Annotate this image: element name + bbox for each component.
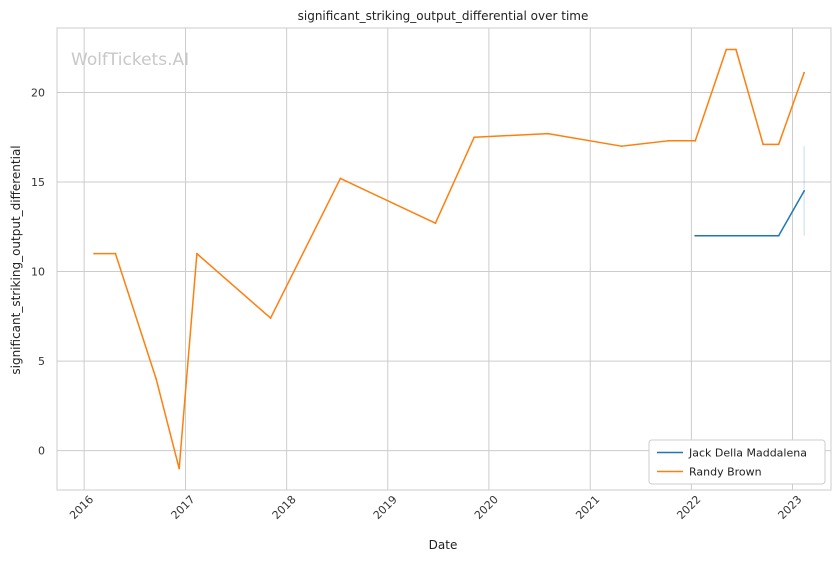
- x-tick-label-2020: 2020: [472, 493, 501, 522]
- data-point-randy-brown-13: [725, 48, 728, 51]
- data-point-randy-brown-5: [269, 317, 272, 319]
- x-tick-label-2023: 2023: [776, 493, 805, 522]
- chart-title: significant_striking_output_differential…: [298, 9, 589, 23]
- x-tick-label-2021: 2021: [573, 493, 602, 522]
- y-tick-label-10: 10: [31, 266, 45, 279]
- data-point-randy-brown-2: [155, 378, 158, 380]
- series-line-randy-brown: [94, 48, 805, 470]
- data-point-randy-brown-15: [762, 143, 765, 146]
- data-point-randy-brown-16: [777, 143, 780, 146]
- x-axis-label: Date: [429, 538, 458, 552]
- data-point-jack-della-maddalena-2: [803, 190, 806, 192]
- x-tick-label-2022: 2022: [674, 493, 703, 522]
- x-tick-label-2017: 2017: [169, 493, 198, 522]
- data-point-randy-brown-11: [667, 139, 670, 142]
- legend-label-randy-brown: Randy Brown: [689, 466, 762, 479]
- data-point-randy-brown-6: [339, 177, 342, 180]
- y-tick-label-15: 15: [31, 176, 45, 189]
- data-point-randy-brown-7: [434, 222, 437, 225]
- data-point-randy-brown-0: [93, 252, 96, 255]
- data-point-randy-brown-1: [114, 252, 117, 255]
- x-tick-label-2018: 2018: [270, 493, 299, 522]
- data-point-randy-brown-8: [473, 136, 476, 139]
- y-tick-label-0: 0: [38, 445, 45, 458]
- legend-label-jack-della-maddalena: Jack Della Maddalena: [688, 447, 807, 460]
- y-axis-label: significant_striking_output_differential: [9, 145, 23, 374]
- data-point-jack-della-maddalena-1: [777, 234, 780, 237]
- plot-frame: [56, 27, 832, 491]
- x-tick-label-2016: 2016: [67, 493, 96, 522]
- legend-box: [648, 439, 826, 485]
- series-layer: [93, 48, 806, 470]
- data-point-randy-brown-10: [620, 145, 623, 148]
- data-point-randy-brown-12: [694, 139, 697, 142]
- data-point-randy-brown-9: [546, 132, 549, 135]
- y-tick-label-5: 5: [38, 355, 45, 368]
- series-line-jack-della-maddalena: [695, 190, 805, 237]
- data-point-randy-brown-3: [178, 467, 181, 470]
- data-point-jack-della-maddalena-0: [694, 234, 697, 237]
- watermark: WolfTickets.AI: [71, 50, 189, 70]
- y-tick-label-20: 20: [31, 86, 45, 99]
- data-point-randy-brown-4: [195, 252, 198, 255]
- x-tick-label-2019: 2019: [371, 493, 400, 522]
- data-point-randy-brown-14: [735, 48, 737, 51]
- legend: Jack Della Maddalena Randy Brown: [648, 439, 826, 485]
- data-point-randy-brown-17: [803, 71, 806, 74]
- grid: [57, 28, 831, 490]
